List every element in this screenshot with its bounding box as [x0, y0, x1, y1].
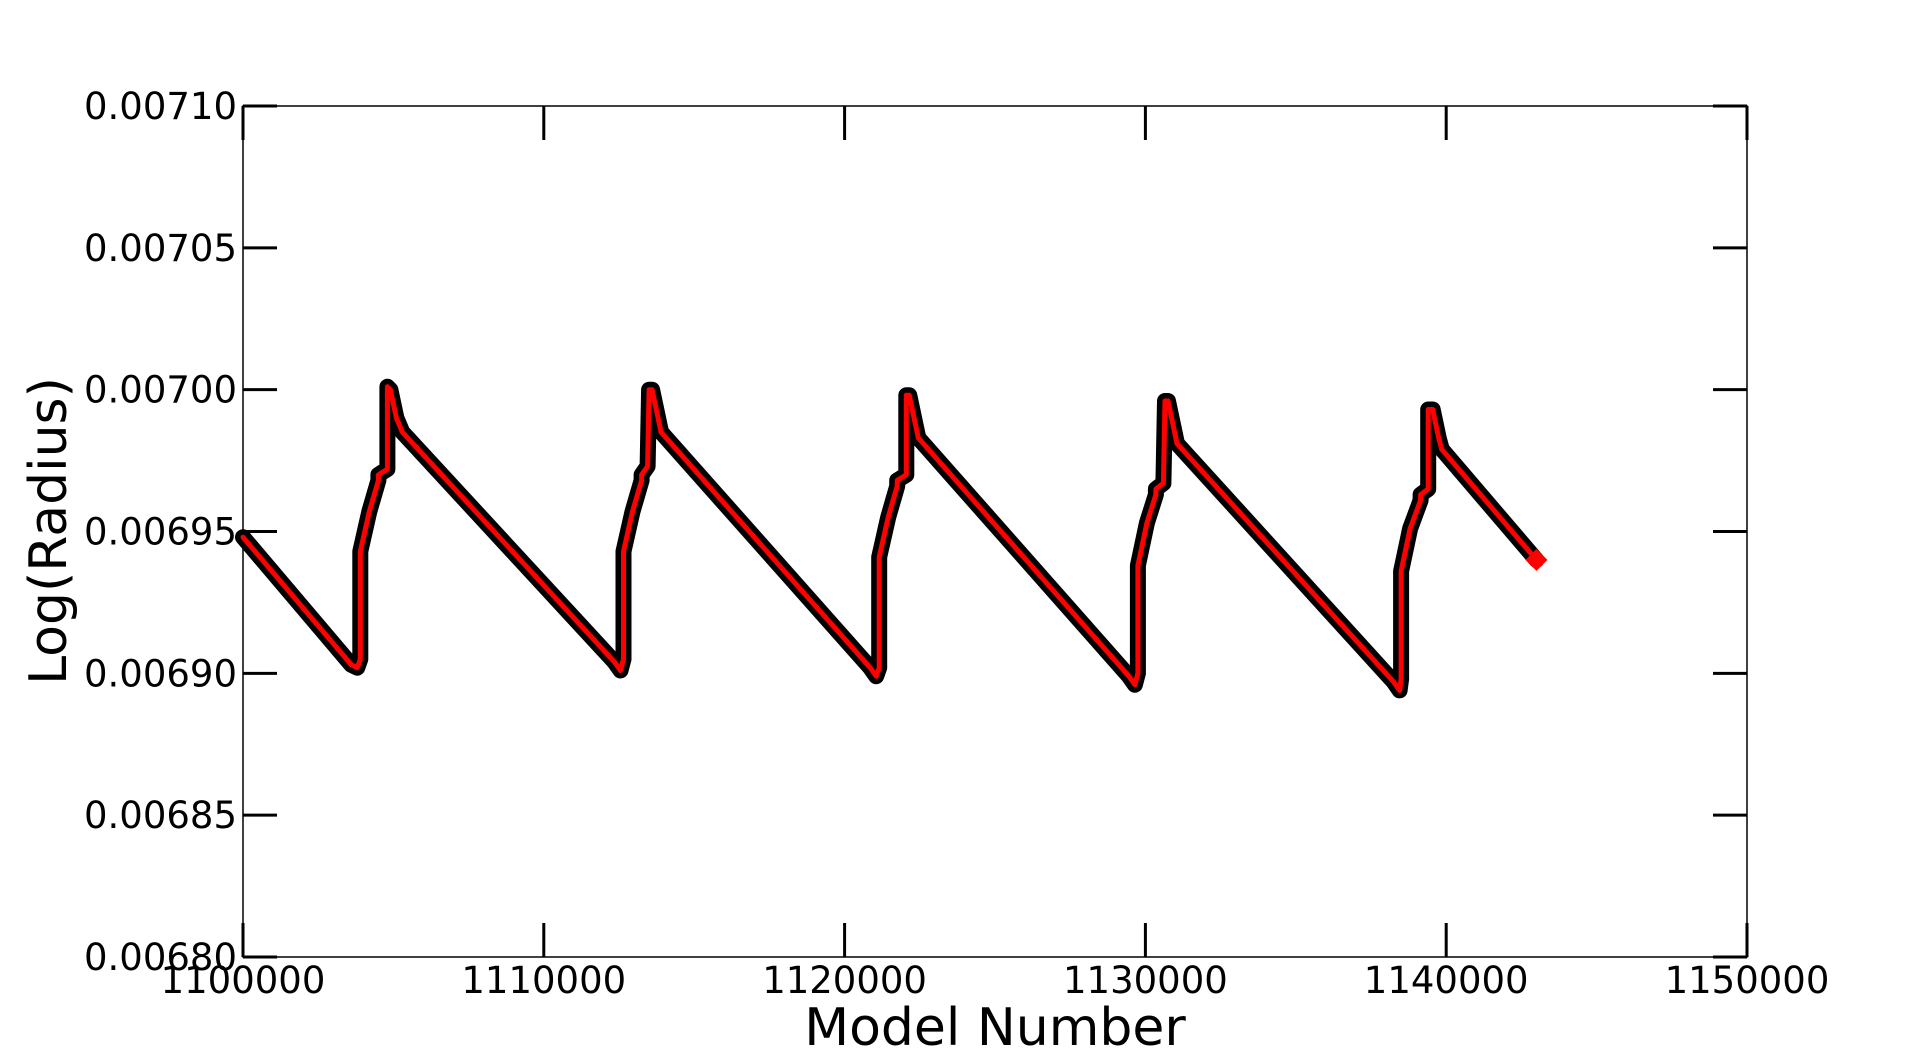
tick-labels: 1100000 1110000 1120000 1130000 1140000 11500… [84, 85, 1829, 1002]
y-tick-label: 0.00685 [84, 794, 237, 837]
x-tick-label: 1130000 [1063, 959, 1228, 1002]
x-tick-label: 1120000 [762, 959, 927, 1002]
y-tick-label: 0.00690 [84, 652, 237, 695]
series-end-marker [1525, 548, 1548, 571]
y-tick-label: 0.00710 [84, 85, 237, 128]
axis-ticks [241, 104, 1749, 959]
y-tick-label: 0.00700 [84, 369, 237, 412]
y-tick-label: 0.00680 [84, 936, 237, 979]
y-tick-label: 0.00695 [84, 511, 237, 554]
x-tick-label: 1140000 [1364, 959, 1529, 1002]
x-tick-label: 1110000 [461, 959, 626, 1002]
y-axis-label: Log(Radius) [19, 377, 79, 685]
x-tick-label: 1100000 [161, 959, 326, 1002]
x-axis-label: Model Number [804, 998, 1186, 1052]
series-line [240, 384, 1539, 693]
series-layer [235, 378, 1548, 699]
y-tick-label: 0.00705 [84, 227, 237, 270]
series-outline [235, 378, 1545, 699]
x-tick-label: 1150000 [1665, 959, 1830, 1002]
